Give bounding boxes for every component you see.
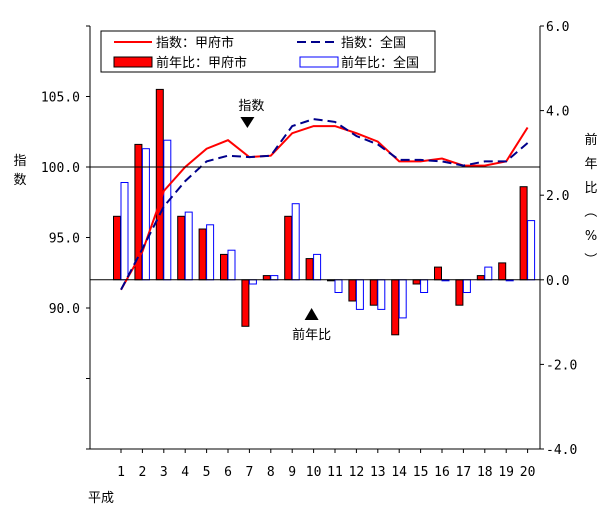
x-tick-label: 19 [498,465,514,480]
x-tick-label: 18 [477,465,493,480]
left-tick-label: 95.0 [49,232,80,247]
right-tick-label: 4.0 [546,105,569,120]
bar-kofu [155,88,164,281]
right-axis-label: 前 [584,132,597,148]
down-arrow-icon [240,117,255,128]
bar-national [120,182,129,281]
bar-national [484,266,493,281]
annotation-label: 前年比 [292,327,331,343]
legend-label: 前年比：全国 [341,55,419,71]
legend-label: 指数：全国 [341,35,406,51]
bar-national [527,220,536,281]
left-tick-label: 105.0 [41,91,80,106]
legend-label: 指数：甲府市 [156,35,234,51]
x-tick-label: 4 [181,465,189,480]
right-tick-label: 2.0 [546,189,569,204]
bar-kofu [476,275,485,281]
bar-national [227,249,236,281]
x-tick-label: 15 [413,465,429,480]
bar-national [334,279,343,293]
bar-national [398,279,407,319]
left-tick-label: 90.0 [49,302,80,317]
bar-kofu [391,279,400,336]
bar-kofu [412,279,421,285]
line-layer [120,118,529,291]
bar-national [291,203,300,281]
bar-national [355,279,364,310]
bar-national [248,279,257,285]
up-arrow-icon [304,308,319,320]
x-tick-label: 8 [267,465,275,480]
right-axis-label: ） [582,252,597,265]
bar-kofu [434,266,442,281]
x-tick-label: 1 [117,465,125,480]
bar-kofu [369,279,378,306]
x-tick-label: 5 [203,465,211,480]
legend-box [100,30,436,73]
right-axis-label: 比 [584,181,597,196]
x-tick-label: 7 [245,465,253,480]
legend-label: 前年比：甲府市 [156,55,247,71]
right-axis-label: % [585,229,597,244]
axes-layer [86,25,544,453]
bar-national [377,279,386,310]
right-axis-label: 年 [584,157,597,172]
annotation-label: 指数 [238,99,264,114]
legend-swatch-kofu-change [113,56,153,68]
bar-national [270,275,279,281]
left-tick-label: 100.0 [41,161,80,176]
x-tick-label: 6 [224,465,232,480]
x-tick-label: 20 [520,465,536,480]
bar-national [420,279,429,293]
bar-kofu [455,279,464,306]
right-tick-label: -2.0 [546,358,577,373]
bar-kofu [498,262,507,281]
x-tick-label: 12 [349,465,365,480]
bar-national [206,224,215,281]
x-tick-label: 9 [288,465,296,480]
bar-kofu [177,215,186,281]
bar-kofu [220,253,228,281]
bar-kofu [241,279,250,327]
right-tick-label: -4.0 [546,443,577,458]
right-tick-label: 6.0 [546,20,569,35]
line-national [120,118,529,291]
x-tick-label: 3 [160,465,168,480]
x-tick-label: 2 [138,465,146,480]
bar-kofu [305,258,314,281]
x-tick-label: 16 [434,465,450,480]
legend-swatch-national-change [299,56,339,68]
x-tick-label: 17 [456,465,472,480]
left-axis-label: 指 [13,154,26,169]
x-tick-label: 10 [306,465,322,480]
bar-kofu [198,228,207,281]
x-tick-label: 11 [327,465,343,480]
bar-national [184,211,193,281]
bar-kofu [284,215,293,281]
bar-national [141,148,150,281]
x-tick-label: 14 [391,465,407,480]
bar-kofu [348,279,357,302]
x-era-label: 平成 [88,491,114,506]
left-axis-label: 数 [13,173,26,188]
bar-kofu [113,215,121,281]
right-tick-label: 0.0 [546,274,569,289]
bar-national [462,279,471,293]
bar-national [313,253,322,281]
right-axis-label: （ [582,204,597,217]
bar-national [163,139,172,281]
bar-kofu [519,186,528,281]
x-tick-label: 13 [370,465,386,480]
bar-kofu [262,275,271,281]
